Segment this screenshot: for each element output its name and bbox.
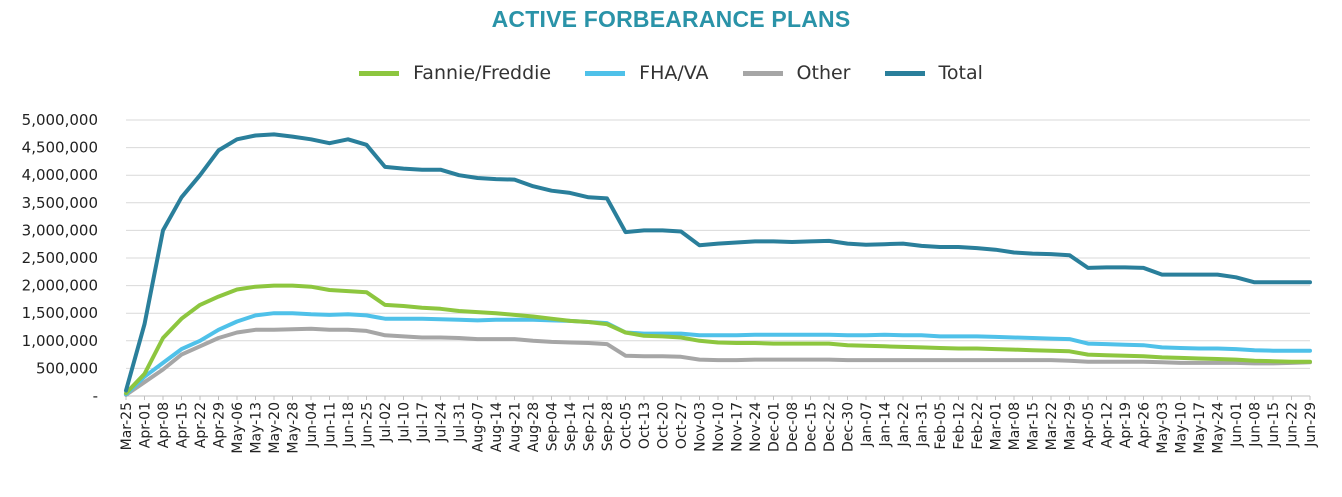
series-line-total — [124, 132, 1312, 393]
series-lines — [124, 132, 1312, 397]
x-tick-label: Jun-11 — [323, 402, 339, 448]
x-tick-label: Dec-08 — [785, 402, 801, 452]
x-tick-label: Jun-22 — [1285, 402, 1301, 448]
y-tick-label: 3,000,000 — [22, 221, 98, 239]
x-tick-label: Apr-26 — [1137, 402, 1153, 448]
legend-label-other: Other — [796, 62, 851, 84]
y-tick-label: 4,500,000 — [22, 139, 98, 157]
y-tick-label: 4,000,000 — [22, 166, 98, 184]
x-tick-label: May-10 — [1174, 402, 1190, 454]
x-tick-label: Apr-29 — [212, 402, 228, 448]
x-tick-label: Jun-15 — [1266, 402, 1282, 448]
x-tick-label: Aug-07 — [471, 402, 487, 452]
x-tick-label: Nov-03 — [693, 402, 709, 452]
legend-swatch-other — [742, 70, 783, 76]
legend-item-total: Total — [884, 62, 983, 84]
x-tick-label: Oct-27 — [674, 402, 690, 449]
x-tick-label: May-24 — [1211, 402, 1227, 454]
x-tick-label: Jan-22 — [896, 402, 912, 447]
x-tick-label: May-03 — [1155, 402, 1171, 454]
x-tick-label: May-28 — [286, 402, 302, 454]
x-tick-label: Jun-29 — [1303, 402, 1319, 448]
x-tick-label: Dec-22 — [822, 402, 838, 452]
x-tick-label: Sep-04 — [545, 402, 561, 451]
x-tick-label: Mar-29 — [1063, 402, 1079, 450]
y-axis-ticks: - 500,000 1,000,000 1,500,000 2,000,000 2,500… — [22, 111, 98, 405]
x-tick-label: Apr-01 — [138, 402, 154, 448]
y-tick-label: 500,000 — [36, 359, 98, 377]
y-tick-label: 3,500,000 — [22, 194, 98, 212]
x-tick-label: Aug-28 — [526, 402, 542, 452]
x-tick-label: Sep-14 — [563, 402, 579, 451]
y-tick-label: 1,000,000 — [22, 332, 98, 350]
x-tick-label: Jun-25 — [360, 402, 376, 448]
x-tick-label: Jan-31 — [915, 402, 931, 447]
y-tick-label: 2,000,000 — [22, 277, 98, 295]
y-tick-label: 1,500,000 — [22, 304, 98, 322]
legend-item-fannie-freddie: Fannie/Freddie — [359, 62, 551, 84]
chart-title: ACTIVE FORBEARANCE PLANS — [491, 6, 851, 32]
x-tick-label: May-20 — [267, 402, 283, 454]
x-tick-label: Apr-22 — [193, 402, 209, 448]
legend-item-other: Other — [742, 62, 851, 84]
legend-label-fannie-freddie: Fannie/Freddie — [413, 62, 552, 84]
legend-label-total: Total — [938, 62, 983, 84]
x-tick-label: Jun-08 — [1248, 402, 1264, 448]
x-tick-label: Jan-07 — [859, 402, 875, 447]
x-tick-label: Mar-15 — [1026, 402, 1042, 450]
x-tick-label: Apr-12 — [1100, 402, 1116, 448]
x-tick-label: Mar-25 — [119, 402, 135, 450]
x-tick-label: Jul-10 — [397, 402, 413, 443]
x-tick-label: Feb-22 — [970, 402, 986, 450]
series-line-fannie-freddie — [124, 283, 1312, 396]
x-tick-label: May-06 — [230, 402, 246, 454]
x-tick-label: Nov-17 — [730, 402, 746, 452]
x-tick-label: Feb-12 — [952, 402, 968, 450]
x-tick-label: Oct-13 — [637, 402, 653, 449]
x-tick-label: Mar-01 — [989, 402, 1005, 450]
legend-swatch-fannie-freddie — [359, 70, 400, 76]
x-tick-label: Aug-21 — [508, 402, 524, 452]
legend-label-fha-va: FHA/VA — [639, 62, 709, 84]
x-tick-label: Sep-28 — [600, 402, 616, 451]
x-tick-label: Oct-20 — [656, 402, 672, 449]
series-line-other — [124, 326, 1312, 397]
x-tick-label: May-17 — [1192, 402, 1208, 454]
x-tick-label: Apr-05 — [1081, 402, 1097, 448]
x-tick-label: Nov-10 — [711, 402, 727, 452]
legend-swatch-fha-va — [585, 70, 626, 76]
x-tick-label: Oct-05 — [619, 402, 635, 449]
x-tick-label: Dec-15 — [804, 402, 820, 452]
x-tick-label: Apr-19 — [1118, 402, 1134, 448]
x-tick-label: Jul-02 — [378, 402, 394, 443]
series-line-fha-va — [124, 311, 1312, 397]
x-tick-label: Jul-17 — [415, 402, 431, 443]
x-tick-label: Dec-01 — [767, 402, 783, 452]
y-tick-label: - — [93, 387, 98, 405]
y-tick-label: 5,000,000 — [22, 111, 98, 129]
x-tick-label: Jul-31 — [452, 402, 468, 443]
x-tick-label: Mar-08 — [1007, 402, 1023, 450]
x-tick-label: Sep-21 — [582, 402, 598, 451]
legend-swatch-total — [884, 70, 925, 76]
x-tick-label: Jun-01 — [1229, 402, 1245, 448]
x-tick-label: Apr-15 — [175, 402, 191, 448]
x-tick-label: Aug-14 — [489, 402, 505, 452]
x-tick-label: Jul-24 — [434, 402, 450, 443]
x-tick-label: Jun-04 — [304, 402, 320, 448]
x-tick-label: Apr-08 — [156, 402, 172, 448]
x-tick-label: Jun-18 — [341, 402, 357, 448]
x-tick-label: Jan-14 — [878, 402, 894, 448]
x-tick-label: Dec-30 — [841, 402, 857, 452]
x-tick-label: Mar-22 — [1044, 402, 1060, 450]
legend-item-fha-va: FHA/VA — [585, 62, 709, 84]
x-tick-label: May-13 — [249, 402, 265, 454]
x-tick-label: Nov-24 — [748, 402, 764, 452]
x-axis-ticks: Mar-25 Apr-01 Apr-08 Apr-15 Apr-22 Apr-29 May-… — [119, 396, 1319, 454]
x-tick-label: Feb-05 — [933, 402, 949, 450]
legend: Fannie/Freddie FHA/VA Other Total — [0, 62, 1342, 84]
y-tick-label: 2,500,000 — [22, 249, 98, 267]
